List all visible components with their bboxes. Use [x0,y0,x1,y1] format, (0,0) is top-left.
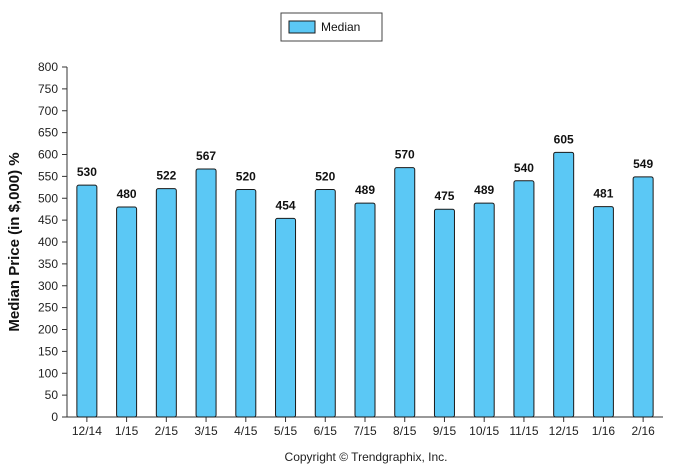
bar [433,208,455,418]
legend: Median [280,12,383,42]
data-label: 489 [474,183,494,197]
data-label: 605 [554,132,574,146]
x-tick-label: 11/15 [509,424,538,438]
bar [553,151,575,418]
data-label: 549 [633,157,653,171]
bar [195,168,217,418]
bar [513,180,535,418]
bars [76,151,654,418]
x-tick-label: 2/15 [155,424,179,438]
y-tick-label: 550 [38,169,58,183]
bar [394,167,416,418]
y-tick-label: 100 [38,366,58,380]
y-tick-label: 0 [51,410,58,424]
y-tick-label: 800 [38,60,58,74]
x-tick-label: 1/16 [592,424,616,438]
x-tick-label: 7/15 [353,424,377,438]
bar [116,206,138,418]
data-label: 520 [315,170,335,184]
data-label: 540 [514,161,534,175]
y-tick-label: 450 [38,213,58,227]
y-tick-label: 200 [38,323,58,337]
data-label: 522 [156,169,176,183]
data-label: 530 [77,165,97,179]
bar [235,189,257,418]
x-tick-label: 3/15 [194,424,218,438]
y-axis-title: Median Price (in $,000) % [6,152,23,331]
x-tick-label: 8/15 [393,424,417,438]
bar [275,217,297,418]
y-tick-label: 300 [38,279,58,293]
legend-label: Median [321,20,360,34]
y-tick-label: 750 [38,82,58,96]
bar [155,188,177,418]
x-tick-label: 2/16 [631,424,655,438]
bar [314,189,336,418]
y-tick-label: 650 [38,126,58,140]
copyright-text: Copyright © Trendgraphix, Inc. [285,450,448,464]
data-label: 481 [593,187,613,201]
data-label: 454 [276,198,296,212]
data-label: 489 [355,183,375,197]
data-labels: 530 480 522 567 520 454 520 489 570 475 489 540 605 4… [77,132,654,212]
y-tick-label: 50 [45,388,59,402]
data-label: 475 [434,189,454,203]
data-label: 570 [395,148,415,162]
y-tick-label: 350 [38,257,58,271]
bar [473,202,495,418]
x-tick-label: 12/15 [549,424,579,438]
bar [632,176,654,418]
x-tick-label: 4/15 [234,424,258,438]
y-tick-label: 500 [38,191,58,205]
data-label: 480 [117,187,137,201]
data-label: 567 [196,149,216,163]
x-axis: 12/14 1/15 2/15 3/15 4/15 5/15 6/15 7/15 8/15 9/1… [67,416,663,438]
bar [354,202,376,418]
bar [592,206,614,418]
y-tick-label: 400 [38,235,58,249]
x-tick-label: 1/15 [115,424,139,438]
x-tick-label: 12/14 [72,424,102,438]
y-axis: 0 50 100 150 200 250 300 350 400 450 500 550 600 650 7… [38,60,68,424]
legend-swatch [288,20,316,34]
y-tick-label: 600 [38,148,58,162]
y-tick-label: 250 [38,301,58,315]
x-tick-label: 6/15 [314,424,338,438]
x-tick-label: 5/15 [274,424,298,438]
data-label: 520 [236,170,256,184]
x-tick-label: 9/15 [433,424,457,438]
x-tick-label: 10/15 [469,424,499,438]
y-tick-label: 150 [38,344,58,358]
y-tick-label: 700 [38,104,58,118]
bar [76,184,98,418]
